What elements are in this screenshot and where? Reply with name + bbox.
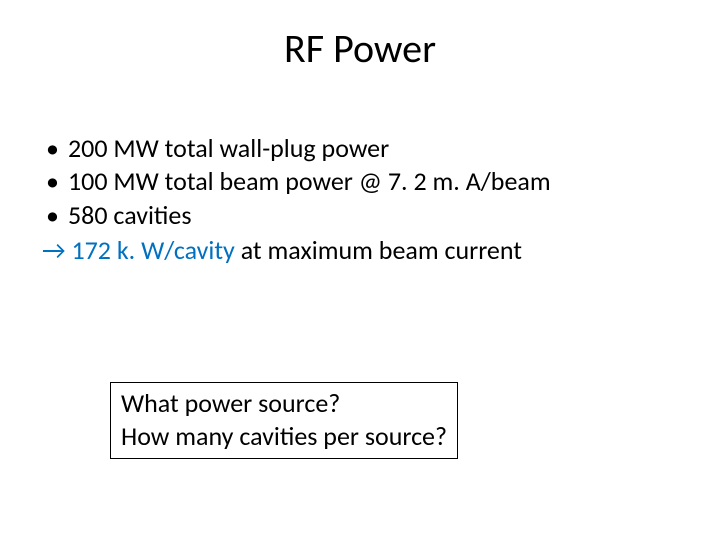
bullet-text: 200 MW total wall-plug power (68, 132, 680, 165)
question-line: What power source? (121, 387, 447, 420)
arrow-icon: → (42, 234, 66, 266)
result-highlight: 172 k. W/cavity (71, 234, 234, 266)
bullet-item: • 200 MW total wall-plug power (40, 132, 680, 165)
question-box: What power source? How many cavities per… (110, 382, 458, 459)
question-line: How many cavities per source? (121, 420, 447, 453)
bullet-dot-icon: • (40, 199, 68, 232)
slide-body: • 200 MW total wall-plug power • 100 MW … (40, 132, 680, 267)
bullet-dot-icon: • (40, 165, 68, 198)
bullet-dot-icon: • (40, 132, 68, 165)
bullet-item: • 580 cavities (40, 199, 680, 232)
bullet-text: 580 cavities (68, 199, 680, 232)
slide-title: RF Power (0, 24, 720, 73)
result-rest: at maximum beam current (235, 234, 522, 266)
bullet-text: 100 MW total beam power @ 7. 2 m. A/beam (68, 165, 680, 198)
bullet-item: • 100 MW total beam power @ 7. 2 m. A/be… (40, 165, 680, 198)
result-line: → 172 k. W/cavity at maximum beam curren… (40, 234, 680, 267)
slide: RF Power • 200 MW total wall-plug power … (0, 0, 720, 540)
